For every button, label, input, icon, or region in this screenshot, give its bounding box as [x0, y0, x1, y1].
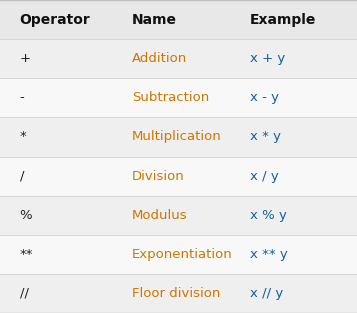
Text: Exponentiation: Exponentiation	[132, 248, 233, 261]
Text: +: +	[20, 52, 31, 65]
Text: **: **	[20, 248, 33, 261]
Text: Subtraction: Subtraction	[132, 91, 209, 104]
Bar	[0, 156, 357, 196]
Text: x ** y: x ** y	[250, 248, 288, 261]
Text: Floor division: Floor division	[132, 287, 221, 300]
Text: Multiplication: Multiplication	[132, 131, 222, 143]
Bar	[0, 117, 357, 156]
Text: %: %	[20, 209, 32, 222]
Text: x % y: x % y	[250, 209, 287, 222]
Text: Division: Division	[132, 170, 185, 182]
Text: Modulus: Modulus	[132, 209, 188, 222]
Text: Example: Example	[250, 13, 316, 27]
Text: -: -	[20, 91, 24, 104]
Text: Addition: Addition	[132, 52, 187, 65]
Text: x / y: x / y	[250, 170, 279, 182]
Text: Name: Name	[132, 13, 177, 27]
Text: x * y: x * y	[250, 131, 281, 143]
Text: /: /	[20, 170, 24, 182]
Text: x // y: x // y	[250, 287, 283, 300]
Bar	[0, 274, 357, 313]
Text: x + y: x + y	[250, 52, 285, 65]
Text: x - y: x - y	[250, 91, 279, 104]
Text: Operator: Operator	[20, 13, 90, 27]
Text: //: //	[20, 287, 29, 300]
Bar	[0, 235, 357, 274]
Bar	[0, 0, 357, 39]
Bar	[0, 196, 357, 235]
Text: *: *	[20, 131, 26, 143]
Bar	[0, 39, 357, 78]
Bar	[0, 78, 357, 117]
